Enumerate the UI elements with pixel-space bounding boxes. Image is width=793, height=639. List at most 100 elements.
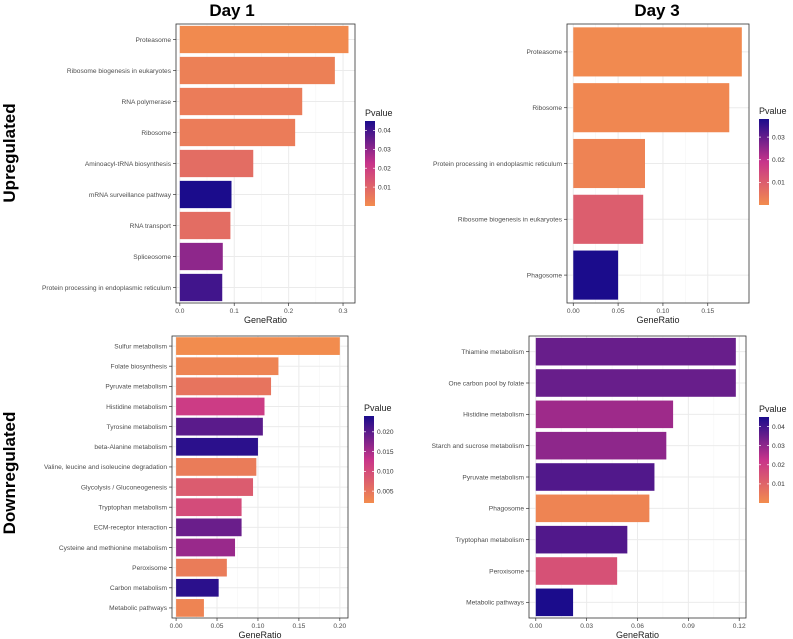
legend-pvalue: Pvalue 0.020 0.015 0.010 0.005	[364, 403, 394, 503]
legend-colorbar	[759, 119, 769, 205]
category-label: Protein processing in endoplasmic reticu…	[42, 285, 172, 292]
bar-protein-processing-in-endoplasmic-reticulum	[573, 138, 645, 189]
bar-phagosome	[535, 494, 650, 523]
x-tick-label: 0.1	[230, 308, 239, 315]
bar-histidine-metabolism	[176, 397, 265, 416]
legend-pvalue: Pvalue 0.03 0.02 0.01	[759, 106, 787, 205]
category-label: Phagosome	[527, 272, 563, 279]
bar-one-carbon-pool-by-folate	[535, 369, 736, 397]
bar-aminoacyl-trna-biosynthesis	[179, 149, 254, 178]
category-label: Metabolic pathways	[466, 600, 525, 607]
row-title-downregulated: Downregulated	[0, 412, 19, 535]
bar-metabolic-pathways	[535, 588, 574, 617]
x-tick-label: 0.15	[292, 623, 305, 630]
bar-pyruvate-metabolism	[535, 463, 655, 491]
legend-pvalue: Pvalue 0.04 0.03 0.02 0.01	[759, 404, 787, 503]
category-label: Proteasome	[526, 49, 562, 56]
bar-proteasome	[179, 25, 349, 54]
category-label: Ribosome biogenesis in eukaryotes	[458, 217, 563, 224]
x-tick-label: 0.2	[284, 308, 293, 315]
bar-carbon-metabolism	[176, 578, 219, 597]
category-label: Metabolic pathways	[109, 605, 168, 612]
category-label: Ribosome	[532, 105, 562, 112]
category-label: Ribosome biogenesis in eukaryotes	[67, 68, 172, 75]
legend-colorbar	[759, 417, 769, 503]
legend-tick-label: 0.03	[772, 134, 785, 141]
legend-tick-label: 0.04	[378, 128, 391, 135]
category-label: Cysteine and methionine metabolism	[59, 545, 168, 552]
x-tick-label: 0.09	[682, 623, 695, 630]
category-label: Peroxisome	[132, 565, 167, 572]
x-axis-title: GeneRatio	[238, 630, 281, 639]
chart-upregulated-day3: Proteasome Ribosome Protein processing in …	[433, 23, 787, 325]
chart-downregulated-day1: Sulfur metabolism Folate biosynthesis Pyru…	[44, 335, 394, 639]
x-tick-label: 0.00	[567, 308, 580, 315]
category-label: Histidine metabolism	[463, 412, 524, 419]
bar-glycolysis-gluconeogenesis	[176, 478, 254, 496]
category-label: Proteasome	[135, 37, 171, 44]
x-tick-label: 0.00	[529, 623, 542, 630]
category-label: Valine, leucine and isoleucine degradati…	[44, 464, 167, 471]
x-tick-label: 0.20	[333, 623, 346, 630]
x-tick-label: 0.15	[701, 308, 714, 315]
x-tick-label: 0.05	[612, 308, 625, 315]
category-label: Tyrosine metabolism	[107, 424, 168, 431]
bar-valine-leucine-and-isoleucine-degradation	[176, 458, 257, 476]
category-label: Aminoacyl-tRNA biosynthesis	[85, 161, 172, 168]
bar-ribosome-biogenesis-in-eukaryotes	[573, 194, 644, 244]
bar-proteasome	[573, 27, 742, 77]
category-label: RNA transport	[130, 223, 172, 230]
legend-colorbar	[365, 121, 375, 206]
bar-rna-transport	[179, 211, 231, 240]
category-label: Starch and sucrose metabolism	[432, 443, 525, 450]
category-label: Spliceosome	[133, 254, 171, 261]
bar-mrna-surveillance-pathway	[179, 180, 232, 209]
legend-tick-label: 0.015	[377, 449, 394, 456]
category-label: Thiamine metabolism	[461, 349, 524, 356]
bar-pyruvate-metabolism	[176, 377, 272, 396]
legend-tick-label: 0.01	[772, 481, 785, 488]
bar-protein-processing-in-endoplasmic-reticulum	[179, 273, 223, 302]
category-label: Histidine metabolism	[106, 404, 167, 411]
legend-tick-label: 0.03	[378, 147, 391, 154]
x-tick-label: 0.03	[580, 623, 593, 630]
bar-thiamine-metabolism	[535, 337, 736, 366]
bar-ribosome	[573, 83, 730, 133]
category-label: ECM-receptor interaction	[94, 525, 168, 532]
bar-peroxisome	[176, 558, 227, 577]
bar-ribosome	[179, 118, 296, 147]
legend-colorbar	[364, 416, 374, 503]
x-tick-label: 0.12	[733, 623, 746, 630]
bar-starch-and-sucrose-metabolism	[535, 431, 667, 460]
bar-folate-biosynthesis	[176, 357, 279, 376]
x-axis-title: GeneRatio	[244, 315, 287, 325]
x-tick-label: 0.10	[252, 623, 265, 630]
legend-tick-label: 0.01	[772, 180, 785, 187]
category-label: beta-Alanine metabolism	[94, 444, 167, 451]
legend-tick-label: 0.02	[772, 462, 785, 469]
bar-rna-polymerase	[179, 87, 303, 116]
bar-metabolic-pathways	[176, 599, 204, 617]
bar-phagosome	[573, 250, 619, 300]
category-label: Ribosome	[141, 130, 171, 137]
category-label: One carbon pool by folate	[448, 380, 524, 387]
bar-beta-alanine-metabolism	[176, 437, 258, 456]
x-tick-label: 0.3	[338, 308, 347, 315]
legend-title: Pvalue	[365, 108, 393, 118]
legend-title: Pvalue	[759, 106, 787, 116]
legend-tick-label: 0.04	[772, 424, 785, 431]
category-label: RNA polymerase	[122, 99, 172, 106]
category-label: Pyruvate metabolism	[462, 474, 524, 481]
column-title-day3: Day 3	[634, 1, 679, 20]
x-tick-label: 0.0	[175, 308, 184, 315]
category-label: Glycolysis / Gluconeogenesis	[81, 484, 168, 491]
category-label: Protein processing in endoplasmic reticu…	[433, 161, 563, 168]
legend-tick-label: 0.005	[377, 488, 394, 495]
category-label: Tryptophan metabolism	[98, 505, 167, 512]
bar-ecm-receptor-interaction	[176, 518, 242, 537]
category-label: Peroxisome	[489, 568, 524, 575]
panel-border	[171, 335, 349, 619]
bar-tryptophan-metabolism	[176, 498, 242, 517]
category-label: Carbon metabolism	[110, 585, 168, 592]
x-tick-label: 0.10	[657, 308, 670, 315]
